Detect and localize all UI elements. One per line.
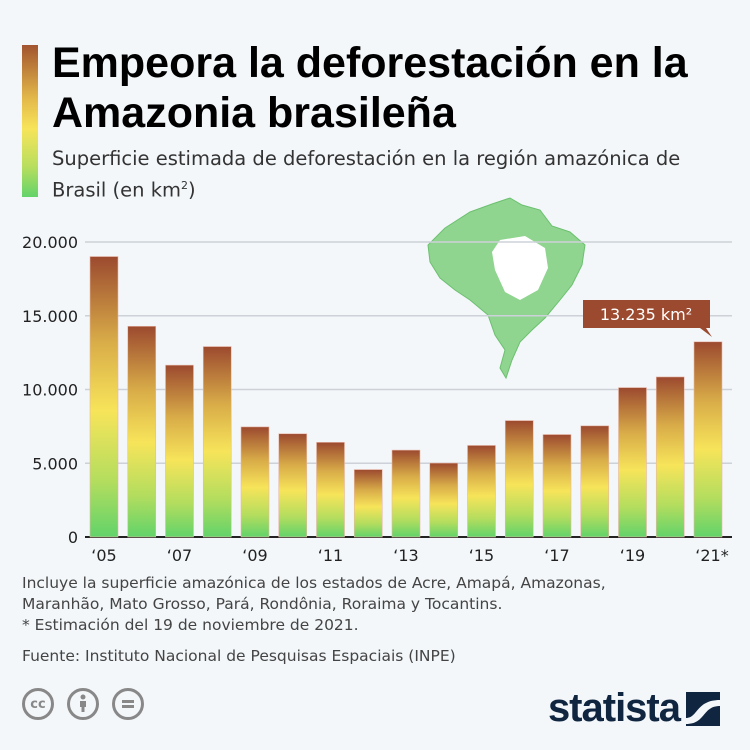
bar-2019 [618, 387, 647, 538]
bar-2013 [391, 449, 421, 538]
bar-2018 [580, 425, 610, 538]
x-tick-label: ‘11 [318, 546, 343, 565]
subtitle-sup: 2 [181, 179, 188, 192]
footnote-line: * Estimación del 19 de noviembre de 2021… [22, 616, 359, 634]
footnotes: Incluye la superficie amazónica de los e… [22, 573, 606, 636]
cc-text: cc [30, 696, 46, 712]
x-tick-label: ‘19 [620, 546, 645, 565]
cc-icon[interactable]: cc [22, 688, 54, 720]
bar-2015 [467, 445, 496, 538]
y-tick-label: 15.000 [22, 307, 78, 326]
nd-icon[interactable] [112, 688, 144, 720]
subtitle-end: ) [188, 178, 196, 202]
y-tick-label: 5.000 [32, 454, 78, 473]
bar-2016 [504, 420, 534, 538]
bar-2006 [127, 325, 157, 538]
y-tick-label: 10.000 [22, 381, 78, 400]
x-tick-label: ‘13 [393, 546, 418, 565]
logo-text: statista [547, 686, 681, 730]
by-icon[interactable] [67, 688, 99, 720]
subtitle: Superficie estimada de deforestación en … [52, 145, 712, 204]
x-tick-label: ‘05 [91, 546, 116, 565]
bar-2009 [240, 426, 270, 538]
bar-2010 [278, 433, 308, 538]
annotation-label: 13.235 km² [600, 305, 692, 324]
bar-2011 [316, 442, 345, 538]
statista-logo[interactable]: statista [548, 686, 720, 731]
bar-2007 [165, 364, 194, 538]
x-tick-label: ‘07 [167, 546, 192, 565]
y-tick-label: 20.000 [22, 233, 78, 252]
bar-2012 [353, 469, 383, 538]
bar-2014 [429, 462, 459, 538]
brazil-map [427, 197, 586, 380]
x-tick-label: ‘17 [544, 546, 569, 565]
gradient-accent-bar [22, 45, 38, 197]
bar-2017 [542, 434, 572, 538]
bar-2008 [202, 346, 232, 538]
x-tick-label: ‘09 [242, 546, 267, 565]
value-annotation: 13.235 km² [583, 300, 712, 337]
x-tick-label: ‘15 [469, 546, 494, 565]
bar-2005 [89, 256, 119, 538]
source: Fuente: Instituto Nacional de Pesquisas … [22, 647, 456, 665]
subtitle-text: Superficie estimada de deforestación en … [52, 147, 681, 202]
statista-logo-icon [686, 691, 720, 726]
bar-chart: 0 5.000 10.000 15.000 20.000 ‘05 ‘07 ‘09 ‘11 ‘13 ‘… [22, 197, 732, 565]
x-tick-label: ‘21* [695, 546, 728, 565]
bar-2020 [655, 376, 685, 538]
bar-2021* [693, 341, 723, 538]
y-tick-label: 0 [68, 528, 78, 547]
page-title: Empeora la deforestación en la Amazonia … [52, 39, 688, 137]
footnote-line: Maranhão, Mato Grosso, Pará, Rondônia, R… [22, 595, 503, 613]
footnote-line: Incluye la superficie amazónica de los e… [22, 574, 606, 592]
